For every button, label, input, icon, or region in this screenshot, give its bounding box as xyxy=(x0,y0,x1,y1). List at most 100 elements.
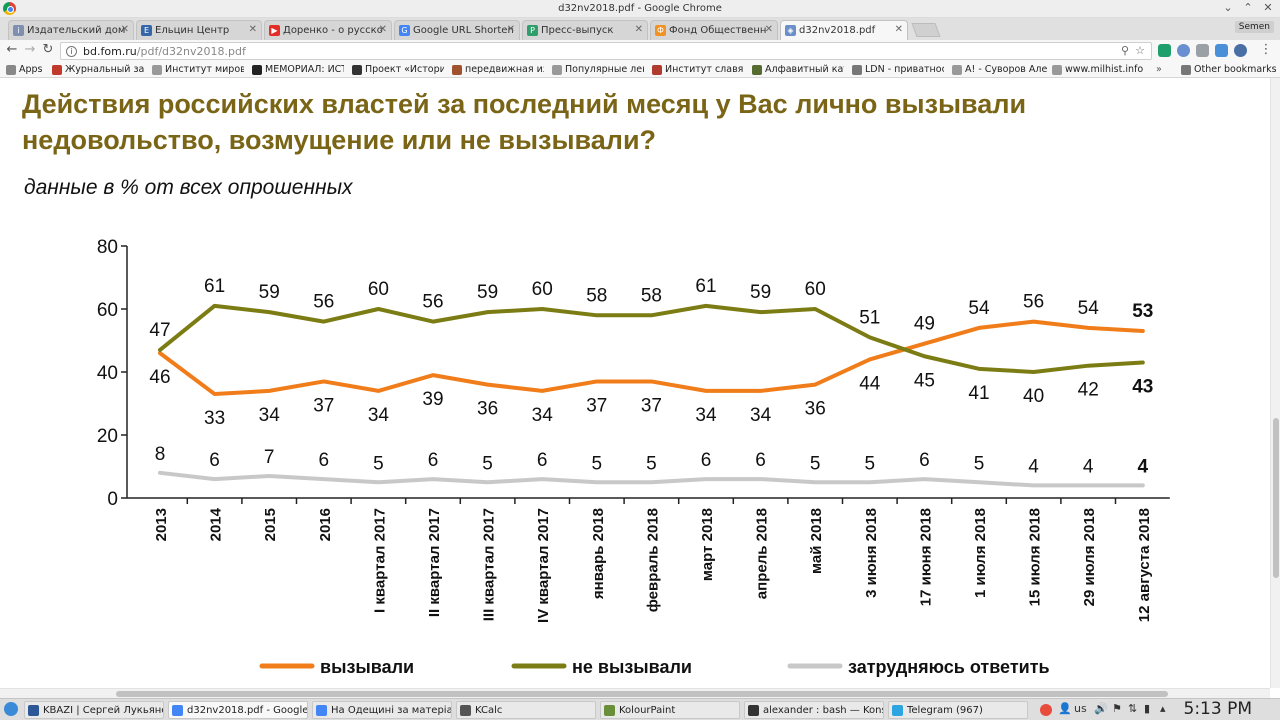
tab-close-icon[interactable]: ✕ xyxy=(764,24,773,35)
bookmarks-overflow-icon[interactable]: » xyxy=(1156,64,1162,75)
bookmark-label: А! - Суворов Але xyxy=(965,64,1048,75)
bookmark-item[interactable]: Проект «Истори xyxy=(352,64,444,75)
x-tick-label: апрель 2018 xyxy=(754,508,771,599)
notifications-icon[interactable]: ⚑ xyxy=(1112,702,1122,715)
url-path: /pdf/d32nv2018.pdf xyxy=(136,45,246,58)
close-window-icon[interactable]: ✕ xyxy=(1263,1,1273,14)
bookmark-item[interactable]: передвижная из xyxy=(452,64,544,75)
scrollbar-thumb[interactable] xyxy=(1273,418,1279,578)
extension-icon[interactable] xyxy=(1215,44,1228,57)
horizontal-scrollbar[interactable] xyxy=(0,688,1270,698)
forward-icon[interactable]: → xyxy=(24,42,36,57)
taskbar-item-active[interactable]: d32nv2018.pdf - Google Ch xyxy=(168,701,308,719)
reload-icon[interactable]: ↻ xyxy=(42,42,54,57)
data-label-series-3: 4 xyxy=(1138,456,1149,477)
bookmark-star-icon[interactable]: ☆ xyxy=(1135,44,1145,57)
bookmark-item[interactable]: www.milhist.info xyxy=(1052,64,1146,75)
profile-button[interactable]: Semen xyxy=(1234,21,1274,33)
maximize-icon[interactable]: ⌃ xyxy=(1243,1,1253,14)
taskbar-item[interactable]: На Одещині за матеріала xyxy=(312,701,452,719)
tab-3[interactable]: G Google URL Shorten ✕ xyxy=(394,20,520,40)
bookmark-item[interactable]: Популярные лек xyxy=(552,64,644,75)
tab-close-icon[interactable]: ✕ xyxy=(378,24,387,35)
taskbar-item[interactable]: alexander : bash — Konsol xyxy=(744,701,884,719)
data-label-series-3: 5 xyxy=(373,453,384,474)
user-tray-icon[interactable]: 👤 xyxy=(1058,702,1072,715)
extension-icon[interactable] xyxy=(1177,44,1190,57)
tab-4[interactable]: P Пресс-выпуск ✕ xyxy=(522,20,648,40)
legend-label-2: не вызывали xyxy=(572,657,692,677)
tab-close-icon[interactable]: ✕ xyxy=(634,24,643,35)
tab-favicon-icon: ◈ xyxy=(785,25,796,36)
bookmark-apps[interactable]: Apps xyxy=(6,64,48,75)
data-label-series-1: 56 xyxy=(1023,292,1044,313)
data-label-series-1: 34 xyxy=(532,405,554,426)
vpn-tray-icon[interactable] xyxy=(1040,704,1052,716)
tab-5[interactable]: Ф Фонд Общественн ✕ xyxy=(650,20,778,40)
address-bar[interactable]: i bd.fom.ru/pdf/d32nv2018.pdf ⚲ ☆ xyxy=(60,42,1152,60)
bookmark-item[interactable]: Журнальный за xyxy=(52,64,144,75)
task-label: d32nv2018.pdf - Google Ch xyxy=(187,705,308,716)
scrollbar-thumb[interactable] xyxy=(116,691,1168,697)
site-info-icon[interactable]: i xyxy=(66,46,77,57)
data-label-series-2: 43 xyxy=(1132,377,1153,398)
data-label-series-2: 40 xyxy=(1023,386,1044,407)
tray-expand-icon[interactable]: ▴ xyxy=(1160,702,1166,715)
taskbar-item[interactable]: Telegram (967) xyxy=(888,701,1028,719)
menu-icon[interactable]: ⋮ xyxy=(1259,42,1273,57)
data-label-series-3: 6 xyxy=(755,450,766,471)
bookmark-item[interactable]: Институт славян xyxy=(652,64,744,75)
tab-0[interactable]: i Издательский дом ✕ xyxy=(8,20,134,40)
new-tab-button[interactable] xyxy=(911,23,941,37)
keyboard-layout[interactable]: us xyxy=(1074,702,1087,715)
taskbar-item[interactable]: KCalc xyxy=(456,701,596,719)
bookmark-item[interactable]: Институт миров xyxy=(152,64,244,75)
x-tick-label: II квартал 2017 xyxy=(426,508,443,617)
data-label-series-1: 34 xyxy=(259,405,281,426)
taskbar-item[interactable]: KolourPaint xyxy=(600,701,740,719)
y-tick-label: 60 xyxy=(97,300,118,321)
x-tick-label: IV квартал 2017 xyxy=(535,508,552,623)
bookmark-favicon-icon xyxy=(552,65,562,75)
folder-icon xyxy=(1181,65,1191,75)
bookmark-favicon-icon xyxy=(52,65,62,75)
bookmark-item[interactable]: LDN - приватнос xyxy=(852,64,944,75)
battery-icon[interactable]: ▮ xyxy=(1144,702,1151,715)
bookmark-favicon-icon xyxy=(152,65,162,75)
vertical-scrollbar[interactable] xyxy=(1270,78,1280,688)
extension-icon[interactable] xyxy=(1158,44,1171,57)
tab-2[interactable]: ▶ Доренко - о русско ✕ xyxy=(264,20,392,40)
x-tick-label: 2016 xyxy=(317,508,334,541)
data-label-series-2: 58 xyxy=(641,285,662,306)
minimize-icon[interactable]: ⌄ xyxy=(1223,1,1233,14)
volume-icon[interactable]: 🔊 xyxy=(1094,702,1108,715)
clock[interactable]: 5:13 PM xyxy=(1183,699,1253,719)
other-bookmarks[interactable]: Other bookmarks xyxy=(1181,64,1277,75)
data-label-series-3: 5 xyxy=(646,453,657,474)
bookmark-item[interactable]: Алфавитный кат xyxy=(752,64,844,75)
tab-label: Фонд Общественн xyxy=(669,25,767,36)
tab-1[interactable]: E Ельцин Центр ✕ xyxy=(136,20,262,40)
extension-icon[interactable] xyxy=(1234,44,1247,57)
start-menu-icon[interactable] xyxy=(4,702,18,716)
data-label-series-2: 61 xyxy=(695,276,716,297)
network-icon[interactable]: ⇅ xyxy=(1128,702,1138,715)
back-icon[interactable]: ← xyxy=(6,42,18,57)
tab-close-icon[interactable]: ✕ xyxy=(894,24,903,35)
data-label-series-3: 4 xyxy=(1028,456,1039,477)
search-icon[interactable]: ⚲ xyxy=(1120,44,1129,57)
window-titlebar: d32nv2018.pdf - Google Chrome ⌄ ⌃ ✕ xyxy=(0,0,1280,18)
tab-6-active[interactable]: ◈ d32nv2018.pdf ✕ xyxy=(780,20,908,40)
bookmark-item[interactable]: МЕМОРИАЛ: ИСТ xyxy=(252,64,344,75)
data-label-series-3: 5 xyxy=(592,453,603,474)
task-label: Telegram (967) xyxy=(907,705,983,716)
data-label-series-2: 60 xyxy=(368,279,389,300)
bookmark-item[interactable]: А! - Суворов Але xyxy=(952,64,1048,75)
tab-close-icon[interactable]: ✕ xyxy=(506,24,515,35)
tab-close-icon[interactable]: ✕ xyxy=(248,24,257,35)
taskbar-item[interactable]: KBAZI | Сергей Лукьянен xyxy=(24,701,164,719)
tab-close-icon[interactable]: ✕ xyxy=(120,24,129,35)
extension-icon[interactable] xyxy=(1196,44,1209,57)
tab-favicon-icon: Ф xyxy=(655,25,666,36)
data-label-series-1: 36 xyxy=(805,399,826,420)
